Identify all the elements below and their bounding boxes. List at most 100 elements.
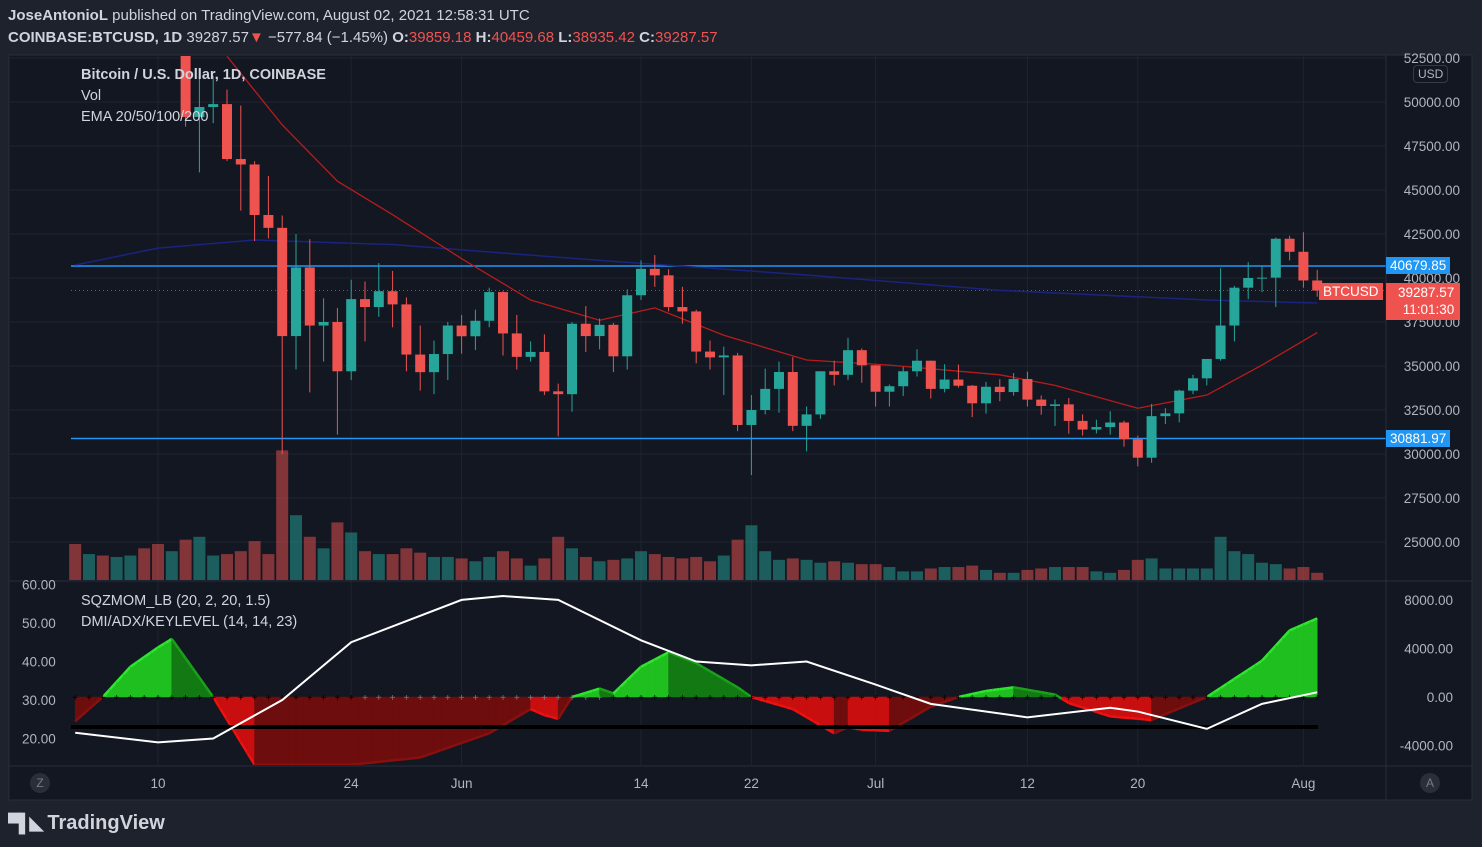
candle-body	[1063, 404, 1074, 421]
squeeze-dot: +	[1080, 693, 1086, 704]
squeeze-dot: +	[969, 693, 975, 704]
bar-countdown: 11:01:30	[1402, 302, 1455, 317]
squeeze-dot: +	[500, 693, 506, 704]
momentum-edge	[143, 651, 152, 659]
squeeze-dot: +	[1121, 693, 1127, 704]
squeeze-dot: +	[183, 693, 189, 704]
volume-bar	[842, 562, 854, 580]
candle-body	[456, 325, 467, 337]
momentum-edge	[1199, 695, 1208, 702]
momentum-edge	[633, 665, 642, 675]
price-pane[interactable]	[69, 0, 1386, 580]
candle-body	[787, 371, 798, 426]
last-price-value: 39287.57	[1398, 285, 1455, 300]
momentum-edge	[709, 670, 718, 677]
volume-bar	[1173, 568, 1186, 580]
volume-bar	[1131, 559, 1144, 580]
candle-body	[663, 275, 674, 308]
momentum-edge	[413, 756, 421, 760]
squeeze-dot: +	[1245, 693, 1251, 704]
volume-bar	[1021, 569, 1034, 580]
candle-body	[194, 106, 205, 117]
momentum-edge	[1309, 617, 1318, 623]
volume-bar	[855, 564, 868, 580]
price-tick-label: 32500.00	[1404, 403, 1460, 418]
level-tag-lower: 30881.97	[1386, 430, 1451, 447]
momentum-edge	[129, 660, 139, 668]
candle-body	[884, 386, 895, 392]
oscillator-pane[interactable]: + + + + + + + + + + + + + + + + + + + + + + + + + + + + + + + + + + + + + + + +…	[71, 595, 1320, 765]
volume-bar	[952, 567, 965, 580]
squeeze-dot: +	[390, 693, 396, 704]
candle-body	[760, 388, 771, 410]
candle-body	[249, 164, 260, 215]
momentum-edge	[785, 705, 794, 711]
legend-dmi[interactable]: DMI/ADX/KEYLEVEL (14, 14, 23)	[81, 614, 298, 630]
momentum-segment	[454, 696, 462, 746]
legend-ema[interactable]: EMA 20/50/100/200	[81, 109, 209, 125]
volume-bar	[704, 561, 716, 580]
price-tick-label: 47500.00	[1404, 139, 1460, 154]
price-tick-label: 35000.00	[1404, 359, 1460, 374]
tradingview-logo[interactable]: ▀▌◣ TradingView	[8, 812, 165, 835]
momentum-edge	[778, 703, 787, 709]
squeeze-dot: +	[321, 693, 327, 704]
momentum-edge	[1068, 701, 1077, 707]
momentum-edge	[958, 694, 966, 699]
volume-bar	[690, 556, 703, 580]
squeeze-dot: +	[1259, 693, 1265, 704]
legend-symbol[interactable]: Bitcoin / U.S. Dollar, 1D, COINBASE	[81, 67, 326, 83]
candle-body	[953, 379, 964, 386]
volume-bar	[276, 450, 289, 580]
momentum-segment	[281, 696, 290, 765]
volume-bar	[1214, 536, 1227, 580]
volume-bar	[1062, 567, 1075, 580]
volume-bar	[1090, 571, 1103, 580]
candle-body	[1298, 251, 1309, 281]
momentum-segment	[661, 651, 669, 698]
squeeze-dot: +	[652, 693, 658, 704]
zoom-button[interactable]: Z	[30, 773, 50, 793]
momentum-edge	[454, 741, 463, 747]
momentum-edge	[688, 659, 697, 665]
grid	[10, 56, 1386, 765]
volume-bar	[1118, 569, 1130, 580]
momentum-edge	[1219, 682, 1229, 689]
auto-scale-button[interactable]: A	[1420, 773, 1440, 793]
legend-volume[interactable]: Vol	[81, 88, 102, 104]
currency-button[interactable]: USD	[1413, 65, 1449, 83]
momentum-edge	[923, 705, 932, 712]
momentum-segment	[316, 696, 324, 765]
volume-bar	[331, 522, 344, 580]
candle-body	[332, 322, 343, 372]
squeeze-dot: +	[459, 693, 465, 704]
time-tick-label: 12	[1020, 776, 1035, 791]
momentum-edge	[612, 685, 622, 695]
momentum-segment	[343, 696, 352, 765]
volume-bar	[1297, 567, 1310, 580]
tradingview-logo-icon: ▀▌◣	[8, 813, 43, 833]
momentum-edge	[757, 697, 766, 703]
candle-body	[856, 350, 867, 366]
squeeze-dot: +	[403, 693, 409, 704]
volume-bar	[1145, 558, 1158, 580]
squeeze-dot: +	[610, 693, 616, 704]
momentum-segment	[143, 651, 152, 698]
candle-body	[525, 351, 536, 357]
candle-body	[1077, 420, 1088, 430]
candle-body	[801, 414, 812, 426]
volume-bar	[966, 565, 979, 580]
volume-bar	[1200, 568, 1213, 580]
legend-sqzmom[interactable]: SQZMOM_LB (20, 2, 20, 1.5)	[81, 593, 271, 609]
momentum-segment	[668, 651, 676, 698]
momentum-segment	[1282, 629, 1290, 698]
time-tick-label: 14	[633, 776, 649, 791]
volume-bar	[1242, 554, 1255, 580]
squeeze-dot: +	[307, 693, 313, 704]
volume-bar	[110, 556, 123, 580]
candle-body	[1270, 238, 1281, 278]
momentum-edge	[1267, 644, 1277, 654]
momentum-segment	[640, 662, 649, 698]
volume-bar	[538, 558, 551, 580]
